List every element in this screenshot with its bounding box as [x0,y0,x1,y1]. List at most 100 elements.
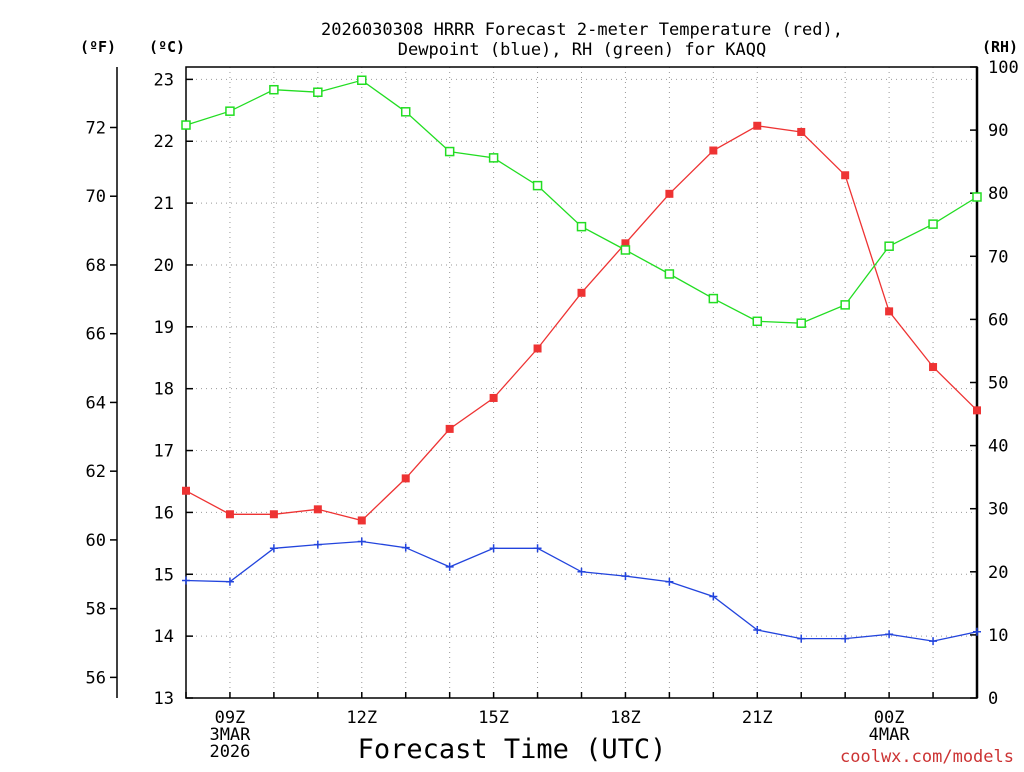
celsius-tick-label: 20 [154,256,174,276]
dewpoint-point [621,572,630,581]
x-tick-label: 2026 [209,742,250,762]
dewpoint-point [182,576,190,585]
celsius-tick-label: 16 [154,503,174,523]
rh-point [620,245,631,255]
rh-point [972,192,982,202]
dewpoint-point [357,537,366,546]
rh-tick-label: 10 [988,626,1008,646]
dewpoint-point [401,543,410,552]
axes-layer: 13 14 15 16 17 18 19 20 21 22 23 56 58 60 62 64 66 68 70 72… [86,58,1019,762]
rh-tick-label: 30 [988,500,1008,520]
x-axis-label: Forecast Time (UTC) [358,734,667,765]
celsius-tick-label: 19 [154,318,174,338]
rh-tick-label: 20 [988,563,1008,583]
dewpoint-point [577,567,586,576]
fahrenheit-tick-label: 62 [86,462,106,482]
rh-point [532,180,543,191]
temperature-point [841,171,850,180]
temperature-point [269,510,278,519]
x-tick-label: 21Z [742,708,773,728]
x-tick-label: 4MAR [869,725,911,745]
dewpoint-point [973,627,981,636]
rh-point [752,316,763,327]
temperature-point [929,363,938,372]
temperature-point [182,486,190,495]
rh-point [225,106,235,116]
temperature-point [533,344,542,353]
rh-tick-label: 80 [988,184,1008,204]
fahrenheit-tick-label: 70 [86,187,106,207]
dewpoint-point [445,562,454,571]
celsius-tick-label: 22 [154,132,174,152]
temperature-point [797,127,806,136]
dewpoint-point [885,630,894,639]
dewpoint-point [709,592,718,601]
fahrenheit-unit-label: (ºF) [80,38,116,56]
rh-point [269,84,279,95]
fahrenheit-tick-label: 66 [86,325,106,345]
celsius-tick-label: 17 [154,442,174,462]
celsius-tick-label: 13 [154,689,174,709]
fahrenheit-tick-label: 68 [86,256,106,276]
celsius-tick-label: 21 [154,194,174,214]
rh-point [576,221,587,232]
rh-point [708,293,719,304]
dewpoint-point [841,634,850,643]
fahrenheit-tick-label: 58 [86,600,106,620]
rh-point [796,318,806,328]
celsius-tick-label: 23 [154,70,174,90]
dewpoint-point [225,577,234,586]
rh-point [488,153,499,163]
dewpoint-point [269,544,278,553]
chart-title-line-1: 2026030308 HRRR Forecast 2-meter Tempera… [321,20,843,40]
fahrenheit-tick-label: 60 [86,531,106,551]
rh-point [444,146,455,157]
celsius-tick-label: 14 [154,627,174,647]
temperature-point [621,239,630,248]
fahrenheit-tick-label: 64 [86,393,106,413]
rh-point [357,75,367,86]
watermark: coolwx.com/models [840,747,1014,767]
rh-tick-label: 0 [988,689,998,709]
celsius-tick-label: 18 [154,380,174,400]
x-tick-label: 18Z [610,708,641,728]
dewpoint-point [489,544,498,553]
temperature-point [753,121,762,130]
rh-tick-label: 70 [988,247,1008,267]
celsius-unit-label: (ºC) [149,38,185,56]
rh-point [664,269,675,279]
series-layer [181,75,982,646]
dewpoint-point [753,625,762,634]
temperature-point [225,510,234,519]
rh-point [928,219,938,229]
rh-point [840,300,850,310]
rh-point [313,87,323,97]
rh-unit-label: (RH) [982,38,1018,56]
dewpoint-point [533,544,542,553]
rh-tick-label: 60 [988,310,1008,330]
dewpoint-point [665,577,674,586]
temperature-point [445,424,454,433]
rh-tick-label: 40 [988,437,1008,457]
dewpoint-point [929,637,938,646]
dewpoint-point [313,540,322,549]
rh-point [181,120,191,130]
dewpoint-point [797,634,806,643]
temperature-point [973,406,981,415]
x-tick-label: 12Z [346,708,377,728]
temperature-point [577,288,586,297]
temperature-point [885,307,894,316]
fahrenheit-tick-label: 56 [86,668,106,688]
celsius-tick-label: 15 [154,565,174,585]
grid-layer [185,67,978,699]
temperature-point [709,146,718,155]
rh-tick-label: 100 [988,58,1019,78]
temperature-point [357,516,366,525]
x-tick-label: 3MAR [209,725,251,745]
x-tick-label: 00Z [874,708,905,728]
x-tick-label: 15Z [478,708,509,728]
fahrenheit-tick-label: 72 [86,118,106,138]
x-tick-label: 09Z [215,708,246,728]
